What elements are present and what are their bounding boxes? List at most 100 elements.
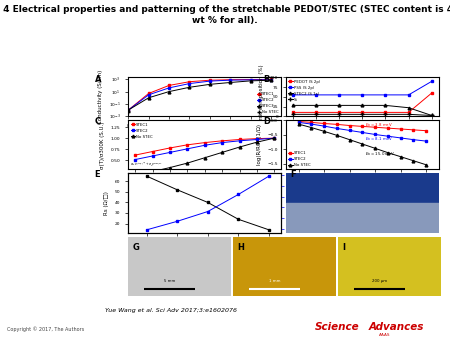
- STEC2 (S 1s): [336, 103, 342, 107]
- STEC1: [220, 139, 225, 143]
- Text: $\sigma\!\sim\!e^{(t_0/T)^{1/4}}+\sigma_0 e^{-E_a/kT}$: $\sigma\!\sim\!e^{(t_0/T)^{1/4}}+\sigma_…: [130, 161, 163, 169]
- STEC2 (S 1s): [360, 103, 365, 107]
- STEC3: [146, 96, 151, 100]
- STEC1: [207, 78, 212, 82]
- PEDOT (S 2p): [336, 110, 342, 114]
- Line: STEC1: STEC1: [127, 78, 272, 112]
- STEC2: [150, 154, 155, 158]
- Line: No STEC: No STEC: [297, 123, 428, 166]
- No STEC: [296, 122, 301, 126]
- Text: Science: Science: [315, 322, 360, 332]
- STEC2 (S 1s): [313, 103, 319, 107]
- Legend: STEC1, STEC2, No STEC: STEC1, STEC2, No STEC: [130, 122, 153, 139]
- STEC2: [220, 141, 225, 145]
- STEC1: [423, 129, 429, 133]
- Text: $E_a$ = 8.1 meV: $E_a$ = 8.1 meV: [365, 135, 393, 143]
- Y-axis label: log(R/R0) (1/Ω): log(R/R0) (1/Ω): [257, 124, 262, 165]
- STEC1: [166, 83, 172, 88]
- PEDOT (S 2p): [383, 110, 388, 114]
- No STEC: [385, 151, 391, 155]
- No STEC: [347, 138, 352, 142]
- Legend: STEC1, STEC2, No STEC: STEC1, STEC2, No STEC: [288, 151, 310, 167]
- STEC1: [150, 149, 155, 153]
- Text: 5 mm: 5 mm: [164, 279, 175, 283]
- X-axis label: Transmittance (%): Transmittance (%): [180, 250, 230, 255]
- No STEC: [410, 159, 416, 163]
- STEC2: [360, 130, 365, 135]
- Text: I: I: [342, 243, 345, 251]
- Legend: PEDOT (S 2p), PSS (S 2p), STEC2 (S 1s), Si: PEDOT (S 2p), PSS (S 2p), STEC2 (S 1s), …: [288, 79, 320, 102]
- PSS (S 2p): [383, 93, 388, 97]
- No STEC: [321, 129, 327, 133]
- STEC2: [309, 122, 314, 126]
- STEC1: [146, 91, 151, 95]
- No STEC: [360, 142, 365, 146]
- X-axis label: STEC (wt%): STEC (wt%): [189, 134, 220, 139]
- STEC1: [202, 141, 207, 145]
- No STEC: [254, 140, 260, 144]
- PEDOT (S 2p): [313, 110, 319, 114]
- PEDOT (S 2p): [290, 110, 295, 114]
- X-axis label: Sputter time (min): Sputter time (min): [337, 134, 388, 139]
- No STEC: [398, 154, 403, 159]
- STEC2: [167, 150, 173, 154]
- STEC1: [372, 125, 378, 129]
- Line: Si: Si: [291, 112, 434, 118]
- STEC2: [207, 79, 212, 83]
- STEC1: [347, 123, 352, 127]
- STEC1: [167, 146, 173, 150]
- STEC2: [237, 139, 242, 143]
- STEC2: [126, 108, 131, 112]
- No STEC: [334, 133, 339, 137]
- X-axis label: 1000/T (1/K): 1000/T (1/K): [345, 187, 379, 192]
- Text: wt % for all).: wt % for all).: [192, 16, 258, 25]
- Y-axis label: σ(T)/σ300K (S.U.): σ(T)/σ300K (S.U.): [100, 121, 105, 169]
- STEC2: [272, 136, 277, 140]
- Y-axis label: σdc/σop (a.u.): σdc/σop (a.u.): [303, 184, 308, 222]
- Line: STEC2: STEC2: [134, 137, 276, 161]
- STEC2 (S 1s): [383, 103, 388, 107]
- Line: STEC1: STEC1: [134, 137, 276, 156]
- STEC3: [187, 85, 192, 89]
- No STEC: [202, 156, 207, 160]
- STEC2: [146, 93, 151, 97]
- STEC2: [166, 86, 172, 90]
- STEC2 (S 1s): [429, 114, 435, 118]
- PSS (S 2p): [290, 93, 295, 97]
- STEC2: [254, 138, 260, 142]
- Legend: STEC1, STEC2, STEC3, No STEC: STEC1, STEC2, STEC3, No STEC: [256, 92, 279, 114]
- STEC2: [228, 78, 233, 82]
- Text: 1 mm: 1 mm: [269, 279, 280, 283]
- STEC1: [132, 153, 138, 157]
- STEC3: [268, 78, 274, 82]
- STEC2 (S 1s): [290, 103, 295, 107]
- Text: C: C: [94, 117, 101, 126]
- Y-axis label: Conductivity (S/cm): Conductivity (S/cm): [98, 70, 103, 124]
- STEC1: [254, 137, 260, 141]
- PEDOT (S 2p): [360, 110, 365, 114]
- STEC2: [423, 139, 429, 143]
- Text: H: H: [237, 243, 244, 251]
- Text: $E_a$ = 15.0 meV: $E_a$ = 15.0 meV: [365, 151, 396, 158]
- STEC1: [410, 128, 416, 132]
- Line: STEC3: STEC3: [127, 79, 272, 112]
- Si: [336, 112, 342, 116]
- Line: STEC1: STEC1: [297, 120, 428, 132]
- Si: [383, 112, 388, 116]
- Y-axis label: Atomic composition (%): Atomic composition (%): [259, 64, 264, 130]
- STEC2: [334, 126, 339, 130]
- STEC3: [228, 80, 233, 84]
- Line: STEC2: STEC2: [297, 121, 428, 143]
- No STEC: [309, 125, 314, 129]
- No STEC: [150, 170, 155, 174]
- Si: [406, 112, 411, 116]
- No STEC: [167, 166, 173, 170]
- Text: AAAS: AAAS: [379, 333, 391, 337]
- Si: [429, 114, 435, 118]
- STEC1: [334, 122, 339, 126]
- STEC2: [347, 128, 352, 132]
- STEC2: [321, 124, 327, 128]
- Text: A: A: [94, 75, 101, 84]
- Bar: [286, 203, 439, 233]
- STEC1: [184, 143, 190, 147]
